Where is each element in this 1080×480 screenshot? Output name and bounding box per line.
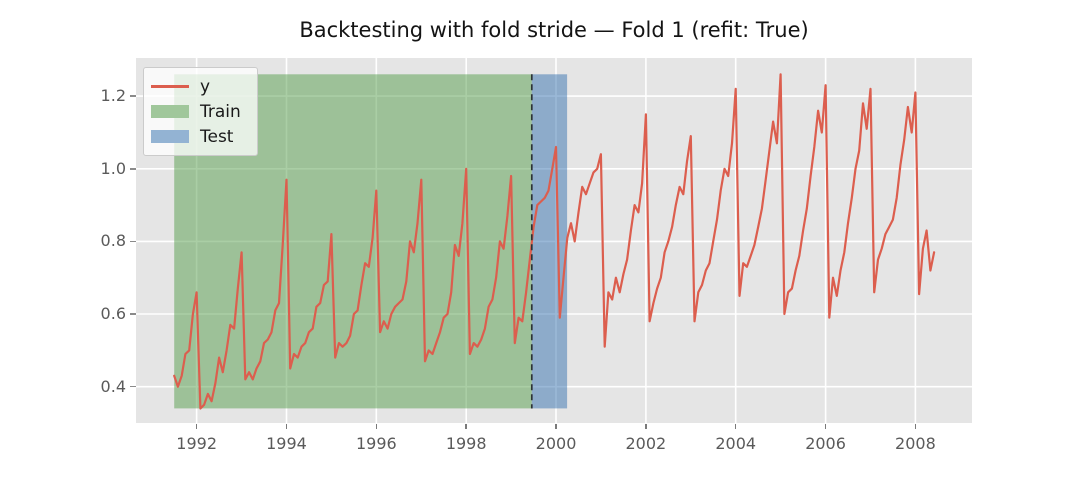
y-tick-mark <box>130 168 136 170</box>
x-tick-mark <box>645 424 647 429</box>
test-band <box>531 74 568 409</box>
legend-label-y: y <box>200 76 211 97</box>
x-tick-mark <box>465 424 467 429</box>
x-tick-label: 1992 <box>176 434 217 453</box>
y-tick-mark <box>130 95 136 97</box>
x-tick-mark <box>914 424 917 429</box>
legend-test-swatch <box>151 130 189 143</box>
y-tick-mark <box>130 313 136 315</box>
plot-area: y Train Test <box>136 58 972 423</box>
series-y-line <box>173 73 936 410</box>
y-tick-mark <box>130 385 136 388</box>
legend-label-train: Train <box>200 101 241 122</box>
x-tick-label: 2006 <box>805 434 846 453</box>
x-tick-mark <box>195 424 198 429</box>
x-tick-mark <box>555 424 557 429</box>
y-tick-label: 1.2 <box>100 86 126 106</box>
x-tick-label: 2000 <box>535 434 577 453</box>
y-tick-label: 0.8 <box>100 231 126 251</box>
x-tick-label: 2008 <box>895 434 936 453</box>
legend-item-test: Test <box>151 124 241 149</box>
legend-train-swatch <box>151 105 189 118</box>
legend: y Train Test <box>143 67 258 156</box>
x-tick-label: 2004 <box>715 434 757 453</box>
x-tick-mark <box>734 424 737 429</box>
y-tick-mark <box>130 240 136 243</box>
x-tick-label: 1998 <box>445 434 487 453</box>
legend-item-train: Train <box>151 99 241 124</box>
legend-item-y: y <box>151 74 241 99</box>
x-tick-label: 1996 <box>355 434 397 453</box>
legend-line-swatch <box>151 85 189 88</box>
x-tick-label: 2002 <box>625 434 667 453</box>
y-tick-label: 1.0 <box>100 158 126 178</box>
x-tick-mark <box>375 424 378 429</box>
plot-canvas <box>136 58 972 423</box>
x-tick-mark <box>824 424 827 429</box>
chart-title: Backtesting with fold stride — Fold 1 (r… <box>299 18 809 42</box>
y-tick-label: 0.6 <box>100 304 126 324</box>
y-tick-label: 0.4 <box>100 376 126 396</box>
x-tick-mark <box>285 424 288 429</box>
legend-label-test: Test <box>200 126 234 147</box>
x-tick-label: 1994 <box>266 434 307 453</box>
